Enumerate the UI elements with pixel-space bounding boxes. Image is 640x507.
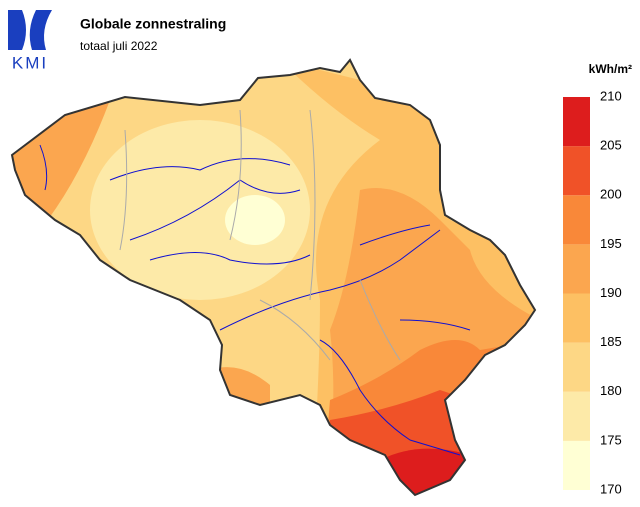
legend-swatch: [563, 342, 590, 392]
legend-swatch: [563, 440, 590, 490]
legend-swatch: [563, 97, 590, 147]
logo: KMI: [8, 10, 52, 72]
legend-tick-label: 185: [600, 334, 622, 349]
border: [10, 58, 537, 497]
radiation-map: [12, 60, 535, 495]
legend-tick-label: 205: [600, 138, 622, 153]
legend-tick-label: 180: [600, 383, 622, 398]
legend-swatch: [563, 146, 590, 196]
legend-tick-label: 210: [600, 88, 622, 103]
legend-tick-label: 200: [600, 187, 622, 202]
legend: 170 175 180 185 190 195 200 205 210: [563, 88, 622, 496]
legend-swatch: [563, 293, 590, 343]
subtitle: totaal juli 2022: [80, 39, 158, 53]
legend-swatch: [563, 391, 590, 441]
legend-tick-label: 175: [600, 432, 622, 447]
legend-swatch: [563, 195, 590, 245]
legend-tick-label: 170: [600, 481, 622, 496]
legend-unit: kWh/m²: [589, 62, 632, 76]
legend-tick-label: 190: [600, 285, 622, 300]
legend-swatch: [563, 244, 590, 294]
rivers: [39, 109, 471, 456]
logo-text: KMI: [12, 53, 48, 72]
title: Globale zonnestraling: [80, 16, 226, 32]
legend-tick-label: 195: [600, 236, 622, 251]
